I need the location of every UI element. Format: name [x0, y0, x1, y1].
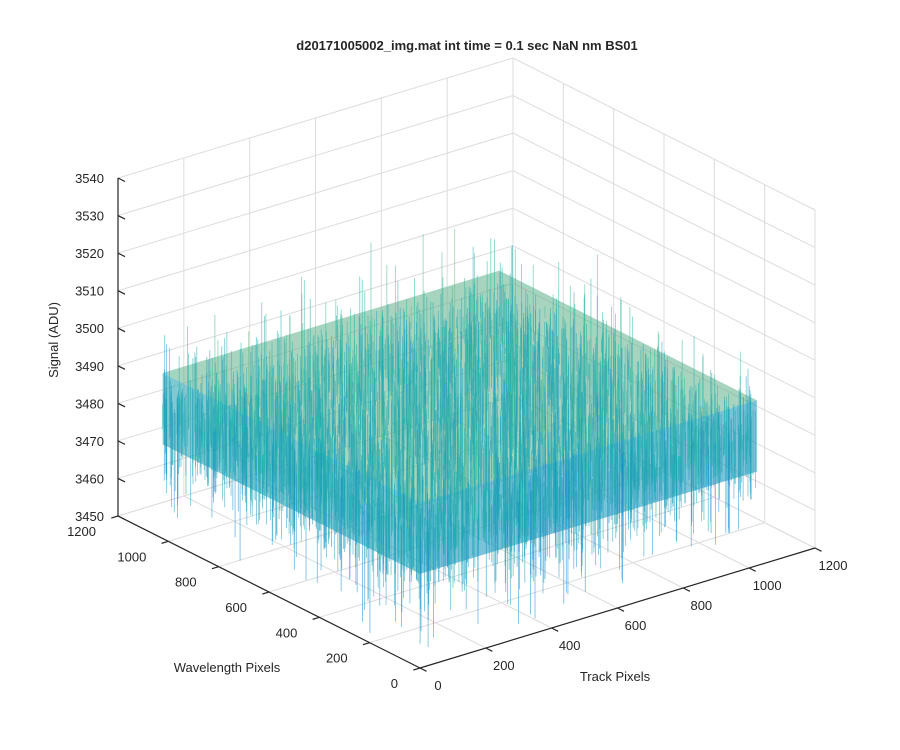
z-tick-label: 3450 — [75, 509, 104, 524]
grid-line-wall-xz — [117, 245, 514, 367]
x-tick-mark — [683, 587, 691, 592]
grid-line-wall-xz — [117, 132, 514, 254]
x-tick-label: 400 — [559, 638, 581, 653]
grid-line-floor-y — [369, 522, 765, 644]
z-tick-mark — [117, 290, 126, 295]
z-tick-label: 3460 — [75, 471, 104, 486]
z-tick-label: 3530 — [75, 209, 104, 224]
z-tick-label: 3470 — [75, 434, 104, 449]
y-tick-mark — [211, 566, 219, 570]
z-tick-label: 3540 — [75, 171, 104, 186]
y-tick-label: 800 — [175, 575, 197, 590]
grid-line-wall-xz — [117, 170, 514, 292]
z-tick-mark — [117, 402, 126, 408]
x-tick-mark — [617, 607, 625, 612]
z-axis-label: Signal (ADU) — [46, 302, 61, 378]
z-tick-label: 3480 — [75, 396, 104, 411]
ticks-layer: 0 200 400 600 800 1000 1200 0 200 400 600 800 1000 12… — [67, 171, 847, 693]
z-tick-mark — [117, 440, 126, 445]
z-tick-label: 3490 — [75, 359, 104, 374]
z-tick-mark — [117, 215, 126, 220]
x-tick-label: 1000 — [753, 578, 782, 593]
y-axis-label: Wavelength Pixels — [174, 660, 281, 675]
y-tick-mark — [262, 591, 270, 595]
y-tick-label: 1000 — [117, 549, 146, 564]
x-tick-mark — [748, 567, 756, 572]
y-tick-label: 1200 — [67, 524, 96, 539]
y-tick-mark — [111, 515, 119, 519]
x-tick-label: 600 — [625, 618, 647, 633]
z-tick-mark — [117, 327, 126, 333]
x-tick-label: 800 — [690, 598, 712, 613]
z-tick-mark — [117, 365, 126, 370]
y-tick-mark — [362, 642, 370, 646]
z-tick-label: 3500 — [75, 321, 104, 336]
x-axis-label: Track Pixels — [580, 669, 651, 684]
x-tick-mark — [485, 647, 493, 652]
x-tick-mark — [419, 667, 427, 672]
grid-line-wall-xz — [117, 95, 514, 217]
z-tick-label: 3520 — [75, 246, 104, 261]
x-tick-label: 200 — [493, 658, 515, 673]
y-tick-label: 400 — [276, 625, 298, 640]
x-tick-label: 1200 — [819, 558, 848, 573]
grid-line-wall-xz — [117, 207, 514, 329]
x-tick-mark — [551, 627, 559, 632]
z-tick-mark — [117, 515, 126, 521]
y-tick-label: 0 — [391, 676, 398, 691]
y-tick-label: 600 — [225, 600, 247, 615]
y-tick-mark — [312, 616, 320, 620]
y-tick-mark — [161, 540, 169, 544]
grid-line-wall-yz — [512, 132, 816, 286]
chart-title: d20171005002_img.mat int time = 0.1 sec … — [296, 38, 637, 53]
z-tick-mark — [117, 477, 126, 483]
grid-line-wall-xz — [117, 57, 514, 179]
y-tick-mark — [413, 667, 421, 671]
z-tick-label: 3510 — [75, 284, 104, 299]
z-tick-mark — [117, 252, 126, 258]
grid-line-wall-yz — [512, 57, 816, 211]
y-tick-label: 200 — [326, 651, 348, 666]
grid-line-wall-yz — [512, 245, 816, 399]
z-tick-mark — [117, 177, 126, 183]
x-tick-mark — [814, 547, 822, 552]
x-tick-label: 0 — [434, 678, 441, 693]
surface-layer — [162, 228, 757, 648]
grid-line-wall-yz — [512, 207, 816, 361]
grid-line-wall-yz — [512, 95, 816, 249]
grid-line-wall-yz — [512, 170, 816, 324]
